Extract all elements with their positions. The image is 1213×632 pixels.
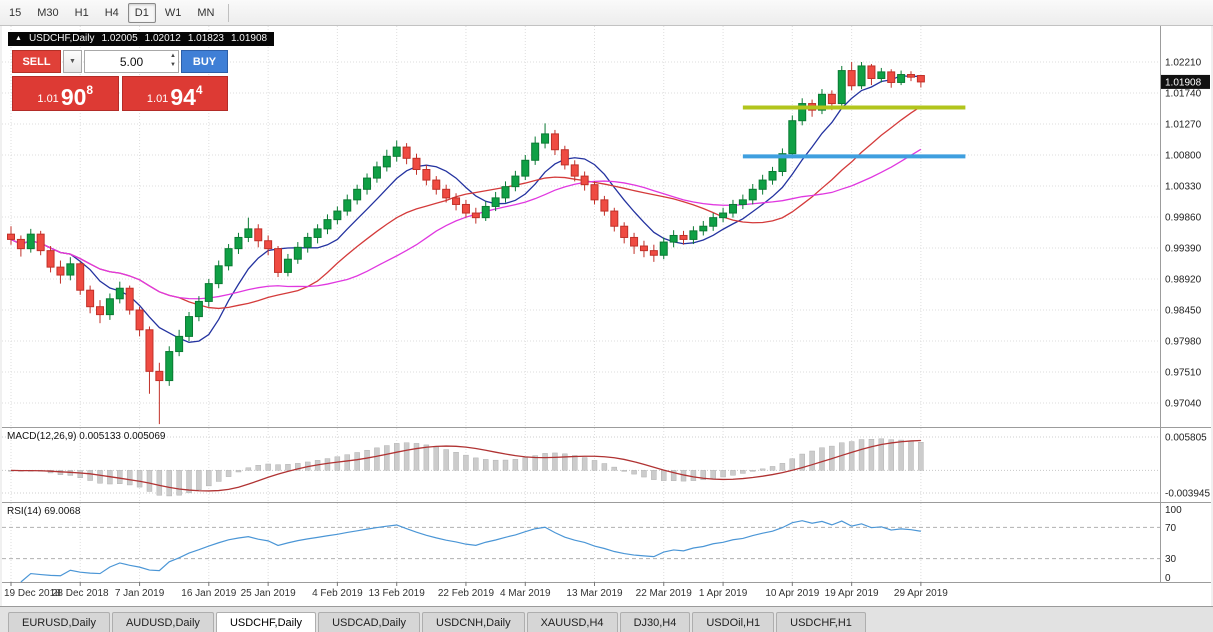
chart-tab-DJ30,H4[interactable]: DJ30,H4: [619, 612, 691, 632]
chart-tab-USDCHF,H1[interactable]: USDCHF,H1: [776, 612, 866, 632]
svg-text:10 Apr 2019: 10 Apr 2019: [765, 588, 819, 599]
svg-text:1.02210: 1.02210: [1165, 58, 1202, 69]
bid-big: 90: [60, 84, 87, 110]
chart-tab-USDCAD,Daily[interactable]: USDCAD,Daily: [318, 612, 421, 632]
bid-prefix: 1.01: [37, 93, 59, 105]
svg-text:0.98920: 0.98920: [1165, 274, 1202, 285]
svg-text:-0.003945: -0.003945: [1165, 489, 1210, 500]
svg-text:19 Dec 2018: 19 Dec 2018: [4, 588, 61, 599]
svg-text:30: 30: [1165, 554, 1177, 565]
price-chart-canvas[interactable]: 1.02210 1.01740 1.01270 1.00800 1.00330 0.998…: [2, 26, 1211, 606]
sell-button[interactable]: SELL: [12, 50, 61, 73]
chart-tab-USDOil,H1[interactable]: USDOil,H1: [692, 612, 775, 632]
timeframe-button-15[interactable]: 15: [9, 6, 22, 19]
timeframe-button-M30[interactable]: M30: [37, 6, 59, 19]
svg-text:1.01740: 1.01740: [1165, 88, 1202, 99]
svg-text:1.00800: 1.00800: [1165, 150, 1202, 161]
svg-text:0.99390: 0.99390: [1165, 243, 1202, 254]
timeframe-button-H1[interactable]: H1: [74, 6, 89, 19]
timeframe-bar: 15 M30 H1 H4 D1 W1 MN: [0, 0, 222, 25]
svg-text:19 Apr 2019: 19 Apr 2019: [825, 588, 879, 599]
candles: [7, 62, 925, 425]
ohlc-close: 1.01908: [230, 33, 268, 44]
volume-spinner: ▲ ▼: [170, 52, 176, 70]
ohlc-open: 1.02005: [101, 33, 138, 44]
svg-text:4 Mar 2019: 4 Mar 2019: [500, 588, 551, 599]
timeframe-button-MN[interactable]: MN: [197, 6, 215, 19]
buy-button[interactable]: BUY: [181, 50, 228, 73]
chart-tab-EURUSD,Daily[interactable]: EURUSD,Daily: [8, 612, 110, 632]
chart-symbol: USDCHF,Daily: [28, 33, 95, 44]
ask-prefix: 1.01: [146, 93, 169, 105]
svg-text:100: 100: [1165, 505, 1182, 516]
svg-text:28 Dec 2018: 28 Dec 2018: [52, 588, 109, 599]
ohlc-low: 1.01823: [187, 33, 224, 44]
svg-text:1.01270: 1.01270: [1165, 119, 1202, 130]
ask-pipette: 4: [195, 83, 203, 97]
chart-window[interactable]: 1.02210 1.01740 1.01270 1.00800 1.00330 0.998…: [0, 26, 1213, 606]
rsi-indicator-label: RSI(14) 69.0068: [7, 506, 81, 517]
svg-text:1.01908: 1.01908: [1165, 77, 1202, 88]
rsi-line: [20, 520, 921, 583]
macd-indicator-label: MACD(12,26,9) 0.005133 0.005069: [7, 431, 166, 442]
spinner-down-icon[interactable]: ▼: [170, 62, 176, 68]
svg-text:22 Mar 2019: 22 Mar 2019: [636, 588, 693, 599]
chevron-down-icon: ▼: [69, 58, 76, 65]
svg-text:0.97980: 0.97980: [1165, 336, 1202, 347]
current-price-badge: [1161, 74, 1210, 89]
spinner-up-icon[interactable]: ▲: [170, 53, 176, 59]
timeframe-toolbar: 15 M30 H1 H4 D1 W1 MN: [0, 0, 1213, 26]
svg-text:0: 0: [1165, 573, 1171, 584]
chart-tab-AUDUSD,Daily[interactable]: AUDUSD,Daily: [111, 612, 214, 632]
ask-big: 94: [170, 84, 196, 110]
volume-value: 5.00: [119, 54, 144, 69]
svg-text:0.005805: 0.005805: [1165, 433, 1207, 444]
chart-tab-USDCNH,Daily[interactable]: USDCNH,Daily: [422, 612, 525, 632]
svg-text:7 Jan 2019: 7 Jan 2019: [115, 588, 165, 599]
bid-quote-button[interactable]: 1.01 90 8: [12, 76, 119, 111]
timeframe-button-H4[interactable]: H4: [104, 6, 119, 19]
macd-signal-line: [10, 439, 921, 492]
svg-text:0.97510: 0.97510: [1165, 367, 1202, 378]
svg-text:22 Feb 2019: 22 Feb 2019: [438, 588, 495, 599]
svg-text:0.98450: 0.98450: [1165, 305, 1202, 316]
chart-tab-USDCHF,Daily[interactable]: USDCHF,Daily: [215, 612, 317, 632]
svg-text:0.97040: 0.97040: [1165, 398, 1202, 409]
svg-text:13 Mar 2019: 13 Mar 2019: [566, 588, 623, 599]
macd-histogram: [8, 438, 924, 497]
chart-title-ohlc: ▲ USDCHF,Daily 1.02005 1.02012 1.01823 1…: [8, 32, 275, 46]
timeframe-button-W1[interactable]: W1: [164, 6, 182, 19]
svg-text:1.00330: 1.00330: [1165, 181, 1202, 192]
svg-text:16 Jan 2019: 16 Jan 2019: [181, 588, 236, 599]
chart-icon: ▲: [15, 35, 22, 42]
bid-pipette: 8: [86, 83, 94, 97]
svg-text:13 Feb 2019: 13 Feb 2019: [369, 588, 426, 599]
svg-text:29 Apr 2019: 29 Apr 2019: [894, 588, 948, 599]
ohlc-high: 1.02012: [144, 33, 181, 44]
toolbar-separator: [228, 3, 230, 22]
volume-field[interactable]: 5.00 ▲ ▼: [84, 50, 179, 73]
svg-text:1 Apr 2019: 1 Apr 2019: [699, 588, 748, 599]
svg-text:25 Jan 2019: 25 Jan 2019: [241, 588, 296, 599]
svg-text:0.99860: 0.99860: [1165, 212, 1202, 223]
ask-quote-button[interactable]: 1.01 94 4: [121, 76, 228, 111]
svg-text:4 Feb 2019: 4 Feb 2019: [312, 588, 363, 599]
volume-dropdown-button[interactable]: ▼: [63, 50, 82, 73]
chart-tabs-bar: EURUSD,Daily AUDUSD,Daily USDCHF,Daily USDC…: [0, 606, 1213, 632]
one-click-trade-panel: SELL ▼ 5.00 ▲ ▼ BUY 1.01 90 8: [12, 50, 228, 111]
chart-tab-XAUUSD,H4[interactable]: XAUUSD,H4: [526, 612, 618, 632]
timeframe-button-D1[interactable]: D1: [127, 2, 156, 23]
svg-text:70: 70: [1165, 523, 1177, 534]
